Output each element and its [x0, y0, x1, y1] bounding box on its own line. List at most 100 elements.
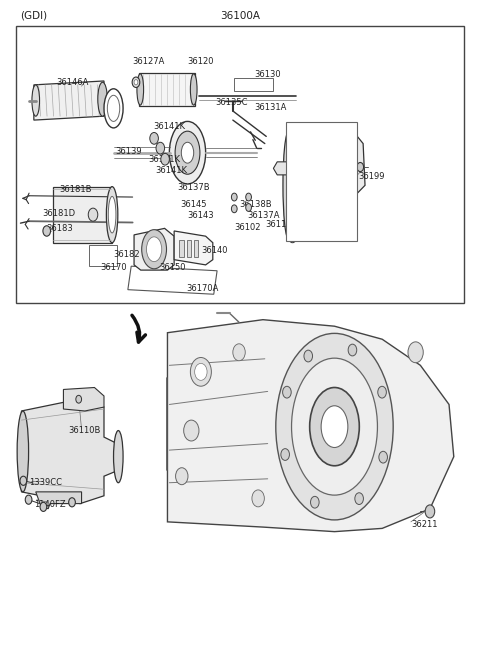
Ellipse shape [137, 74, 144, 105]
Text: 36102: 36102 [234, 223, 261, 233]
Circle shape [252, 490, 264, 507]
Polygon shape [34, 81, 104, 120]
Text: (GDI): (GDI) [21, 10, 48, 21]
Bar [180, 240, 184, 257]
Polygon shape [287, 124, 354, 240]
Ellipse shape [291, 358, 377, 495]
Ellipse shape [146, 237, 162, 261]
Ellipse shape [104, 89, 123, 128]
Ellipse shape [191, 74, 197, 105]
Circle shape [283, 386, 291, 398]
Circle shape [40, 502, 47, 512]
Circle shape [161, 153, 169, 165]
Text: 36139: 36139 [115, 147, 142, 156]
Text: 36145: 36145 [180, 200, 207, 210]
Circle shape [348, 344, 357, 356]
Ellipse shape [276, 333, 393, 520]
Ellipse shape [283, 131, 294, 240]
Bar [194, 240, 199, 257]
Circle shape [379, 451, 387, 463]
Circle shape [195, 364, 207, 381]
Text: 36199: 36199 [359, 172, 385, 181]
Ellipse shape [310, 388, 360, 466]
Circle shape [76, 396, 82, 403]
Bar [89, 246, 117, 266]
Text: 36170: 36170 [101, 263, 127, 272]
Text: 36181B: 36181B [60, 185, 92, 194]
Bar [286, 122, 358, 241]
Ellipse shape [321, 405, 348, 447]
Ellipse shape [108, 196, 116, 233]
Polygon shape [36, 492, 82, 509]
Ellipse shape [108, 96, 120, 121]
Text: 36110: 36110 [291, 235, 318, 244]
Circle shape [69, 498, 75, 507]
Polygon shape [22, 398, 120, 504]
Ellipse shape [142, 230, 167, 269]
Text: 1339CC: 1339CC [29, 478, 62, 487]
Polygon shape [134, 229, 174, 270]
Circle shape [288, 233, 296, 243]
Text: 36146A: 36146A [56, 79, 89, 87]
Ellipse shape [169, 121, 205, 184]
Text: 36211: 36211 [411, 520, 437, 529]
Circle shape [408, 342, 423, 363]
Text: 36131A: 36131A [254, 103, 287, 111]
Polygon shape [168, 320, 454, 532]
Circle shape [156, 142, 165, 154]
Text: 36141K: 36141K [148, 155, 180, 164]
Circle shape [184, 420, 199, 441]
Circle shape [134, 80, 138, 85]
Circle shape [246, 204, 252, 212]
Text: 36120: 36120 [188, 57, 214, 66]
Ellipse shape [114, 430, 123, 483]
Circle shape [425, 505, 435, 518]
Text: 36141K: 36141K [153, 122, 185, 131]
Polygon shape [174, 231, 213, 265]
Text: 36150: 36150 [159, 263, 185, 272]
Text: 36182: 36182 [114, 250, 140, 259]
Circle shape [176, 468, 188, 485]
Text: 36141K: 36141K [155, 166, 187, 176]
Text: 36140: 36140 [201, 246, 228, 255]
Text: 36170A: 36170A [187, 284, 219, 293]
Ellipse shape [175, 131, 200, 174]
Circle shape [25, 495, 32, 504]
Circle shape [246, 193, 252, 201]
Polygon shape [344, 132, 365, 197]
Circle shape [231, 193, 237, 201]
Ellipse shape [98, 83, 108, 116]
Text: 36143: 36143 [188, 211, 214, 220]
Circle shape [88, 208, 98, 221]
Ellipse shape [181, 142, 194, 163]
Bar [187, 240, 192, 257]
Text: 36110B: 36110B [68, 426, 101, 435]
Ellipse shape [107, 187, 118, 243]
Text: 36135C: 36135C [215, 98, 248, 107]
Circle shape [231, 205, 237, 213]
Circle shape [304, 350, 312, 362]
Ellipse shape [17, 411, 29, 492]
Circle shape [43, 226, 50, 236]
Circle shape [233, 344, 245, 361]
Bar [234, 79, 274, 92]
Polygon shape [63, 388, 104, 411]
Text: 36127A: 36127A [132, 57, 165, 66]
Circle shape [288, 125, 296, 136]
Circle shape [132, 77, 140, 88]
Text: 36137A: 36137A [247, 211, 280, 220]
Text: 36130: 36130 [254, 70, 281, 79]
Polygon shape [53, 187, 112, 243]
Text: 36112H: 36112H [265, 220, 298, 229]
Circle shape [378, 386, 386, 398]
Polygon shape [274, 162, 287, 175]
Text: 36137B: 36137B [177, 183, 210, 192]
Circle shape [150, 132, 158, 144]
Text: 36183: 36183 [47, 224, 73, 233]
Circle shape [191, 358, 211, 386]
Circle shape [357, 162, 364, 172]
Circle shape [355, 493, 363, 504]
Circle shape [311, 496, 319, 508]
Text: 36181D: 36181D [42, 209, 75, 218]
Text: 36138B: 36138B [239, 200, 272, 210]
